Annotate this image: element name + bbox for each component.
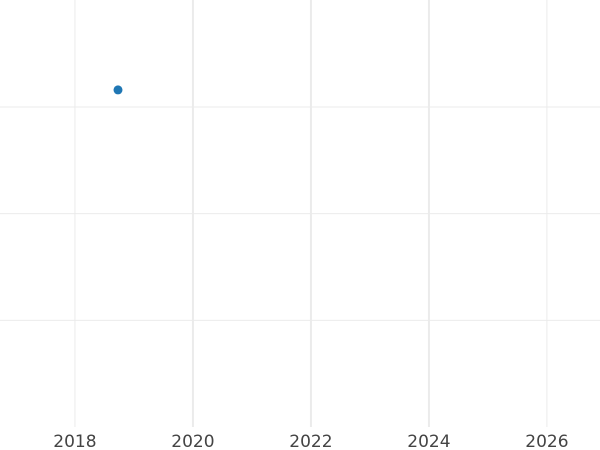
- data-point: [113, 85, 123, 95]
- x-tick-label: 2024: [407, 432, 450, 450]
- x-tick-label: 2018: [53, 432, 96, 450]
- data-points: [113, 85, 123, 95]
- x-tick-label: 2026: [525, 432, 568, 450]
- x-axis-ticks: 2018 2020 2022 2024 2026: [53, 432, 568, 450]
- x-tick-label: 2020: [171, 432, 214, 450]
- gridlines: [0, 0, 600, 427]
- x-tick-label: 2022: [289, 432, 332, 450]
